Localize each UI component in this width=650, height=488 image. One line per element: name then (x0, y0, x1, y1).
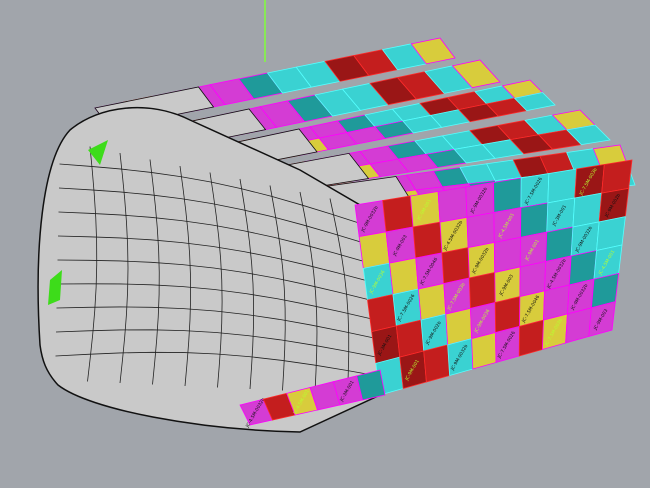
mesh-line (55, 329, 377, 358)
mesh-line (58, 187, 365, 244)
rib-panel[interactable] (566, 124, 611, 146)
facade-panel[interactable] (412, 221, 443, 259)
facade-panel[interactable] (493, 177, 522, 213)
facade-panel[interactable] (356, 369, 386, 401)
rib-panel[interactable] (410, 37, 456, 65)
facade-panel[interactable] (423, 344, 451, 383)
mesh-line (299, 191, 318, 393)
facade-panel[interactable] (389, 257, 419, 295)
mesh-line (56, 283, 373, 320)
facade-panel[interactable] (518, 319, 544, 357)
mesh-line (58, 211, 367, 263)
mesh-line (149, 159, 160, 385)
rib-panel[interactable] (451, 59, 501, 89)
facade-panel[interactable] (466, 212, 495, 249)
facade-panel[interactable] (367, 294, 397, 333)
selected-edge-highlight (88, 140, 108, 165)
rib-panel[interactable] (513, 92, 556, 112)
selected-edge-highlight (48, 270, 62, 305)
mesh-line (239, 178, 255, 390)
mesh-line (56, 306, 375, 339)
mesh-line (59, 163, 363, 225)
mesh-line (55, 351, 379, 377)
mesh-line (119, 152, 129, 384)
mesh-line (269, 185, 286, 391)
mesh-line (329, 198, 350, 394)
facade-panel[interactable] (382, 195, 414, 233)
facade-panel[interactable] (358, 231, 390, 269)
facade-panel[interactable] (547, 168, 578, 204)
facade-panel[interactable] (493, 236, 521, 273)
facade-panel[interactable] (471, 331, 497, 370)
facade-panel[interactable] (588, 301, 616, 338)
mesh-line (87, 146, 98, 382)
facade-panel[interactable] (395, 319, 425, 358)
facade-panel[interactable] (437, 186, 468, 223)
facade-panel[interactable] (417, 283, 447, 321)
mesh-line (179, 165, 192, 387)
facade-panel[interactable] (441, 247, 470, 284)
mesh-line (57, 235, 369, 282)
bottom-panel-strip[interactable]: JC-4.5M-0032b JC-4.5M-001 JC-3M-001 (239, 369, 386, 429)
shell-mesh-lines (55, 146, 379, 394)
facade-panel[interactable] (468, 272, 496, 309)
mesh-line (209, 172, 223, 388)
facade-panel[interactable] (520, 202, 549, 238)
front-panels[interactable]: JC-9M-0032b JC-9M-001 JC-9M-0032b JC-7.5M-0… (354, 159, 633, 396)
mesh-line (57, 259, 371, 301)
